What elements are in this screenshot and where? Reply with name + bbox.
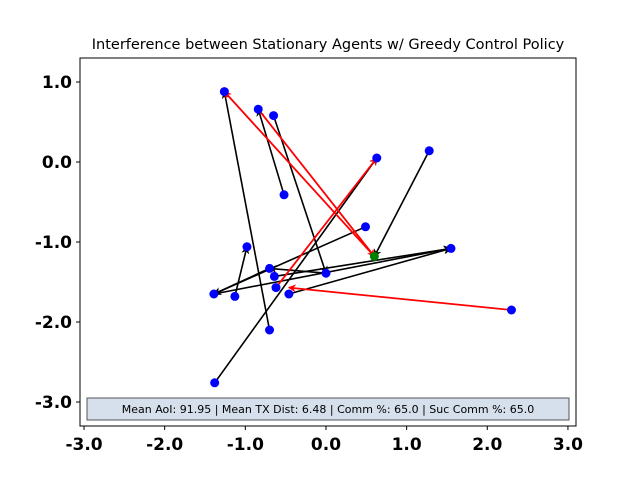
agent-point	[265, 263, 275, 273]
agent-point	[279, 190, 289, 200]
interfering-transmission-arrow	[257, 108, 376, 258]
x-tick-label: -1.0	[227, 435, 264, 455]
agent-point	[372, 153, 382, 163]
info-box: Mean AoI: 91.95 | Mean TX Dist: 6.48 | C…	[86, 397, 570, 421]
agent-point	[219, 87, 229, 97]
x-tick-label: 3.0	[553, 435, 583, 455]
agent-point	[210, 378, 220, 388]
agent-point	[506, 305, 516, 315]
x-tick-label: -2.0	[146, 435, 183, 455]
plot-area	[79, 57, 577, 427]
y-tick-label: 0.0	[42, 153, 72, 173]
agent-point	[424, 146, 434, 156]
y-tick-label: -2.0	[35, 313, 72, 333]
transmission-arrows	[212, 90, 512, 384]
agent-point	[271, 283, 281, 293]
info-box-text: Mean AoI: 91.95 | Mean TX Dist: 6.48 | C…	[122, 403, 535, 416]
y-tick-label: -3.0	[35, 393, 72, 413]
agent-point	[361, 222, 371, 232]
transmission-arrow	[288, 246, 452, 295]
transmission-arrow	[256, 108, 285, 196]
x-tick-label: 0.0	[311, 435, 341, 455]
agent-point	[242, 242, 252, 252]
y-tick-label: -1.0	[35, 233, 72, 253]
agent-point	[269, 271, 279, 281]
x-axis: -3.0 -2.0 -1.0 0.0 1.0 2.0 3.0	[65, 426, 583, 455]
transmission-arrow	[268, 265, 327, 274]
y-axis: -3.0 -2.0 -1.0 0.0 1.0	[35, 73, 80, 413]
x-tick-label: -3.0	[65, 435, 102, 455]
info-box-frame	[86, 397, 570, 421]
agent-point	[209, 289, 219, 299]
agent-point	[446, 243, 456, 253]
interfering-transmission-arrow	[275, 157, 378, 289]
agent-point	[269, 111, 279, 121]
agent-point	[284, 289, 294, 299]
interfering-transmission-arrow	[287, 284, 512, 311]
y-tick-label: 1.0	[42, 73, 72, 93]
interfering-transmission-arrow	[223, 90, 376, 258]
agent-point	[230, 291, 240, 301]
transmission-arrow	[274, 245, 452, 278]
agent-points	[209, 87, 516, 388]
transmission-arrow	[234, 245, 250, 297]
transmission-arrow	[373, 150, 430, 258]
transmission-arrow	[212, 267, 270, 295]
x-tick-label: 2.0	[472, 435, 502, 455]
transmission-arrow	[272, 115, 328, 275]
agent-point	[253, 104, 263, 114]
agent-point	[321, 268, 331, 278]
access-point	[369, 251, 379, 261]
x-tick-label: 1.0	[392, 435, 422, 455]
transmission-arrow	[213, 245, 452, 295]
agent-point	[265, 325, 275, 335]
transmission-arrow	[221, 90, 271, 331]
chart-title: Interference between Stationary Agents w…	[92, 37, 565, 53]
